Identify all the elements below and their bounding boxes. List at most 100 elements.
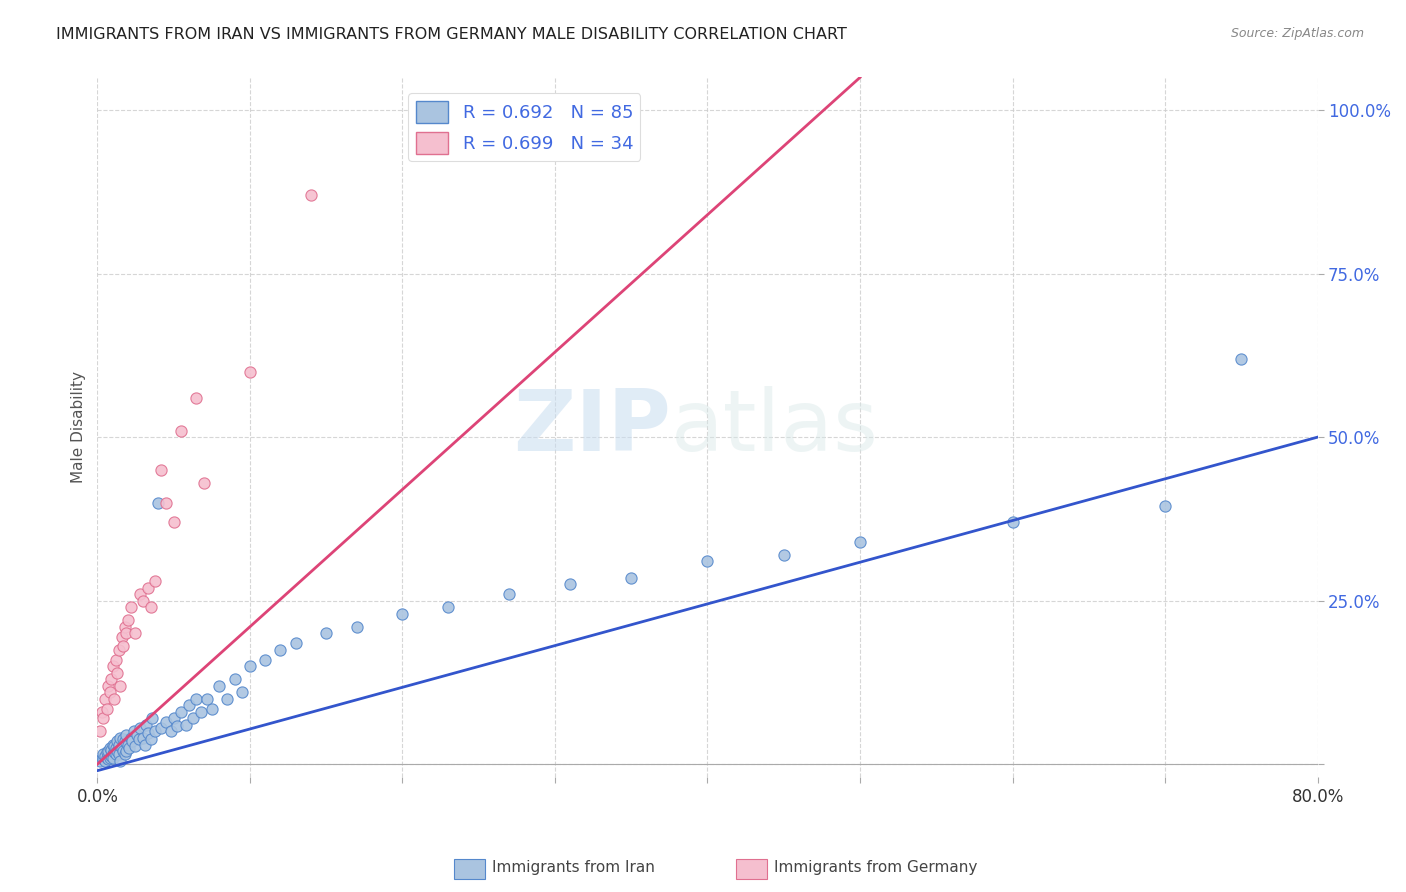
Point	[155, 714, 177, 729]
Point	[139, 732, 162, 747]
Point	[186, 691, 208, 706]
Point	[224, 672, 246, 686]
Point	[107, 738, 129, 752]
Y-axis label: Male Disability: Male Disability	[72, 371, 86, 483]
Point	[128, 732, 150, 747]
Text: atlas: atlas	[671, 386, 879, 469]
Point	[100, 743, 122, 757]
Point	[89, 724, 111, 739]
Text: Immigrants from Iran: Immigrants from Iran	[492, 860, 655, 874]
Point	[94, 749, 117, 764]
Point	[159, 724, 181, 739]
Point	[120, 600, 142, 615]
Point	[122, 724, 145, 739]
Point	[118, 740, 141, 755]
Point	[117, 738, 139, 752]
Point	[215, 691, 238, 706]
Point	[112, 744, 135, 758]
Point	[90, 750, 112, 764]
Point	[107, 642, 129, 657]
Point	[98, 740, 121, 755]
Point	[96, 745, 118, 759]
Point	[299, 188, 322, 202]
Point	[136, 581, 159, 595]
Point	[93, 747, 115, 762]
Point	[89, 754, 111, 768]
Point	[90, 705, 112, 719]
Point	[104, 652, 127, 666]
Point	[150, 721, 173, 735]
Point	[98, 750, 121, 764]
Point	[129, 721, 152, 735]
Point	[696, 554, 718, 568]
Point	[208, 679, 231, 693]
Point	[98, 685, 121, 699]
Text: Source: ZipAtlas.com: Source: ZipAtlas.com	[1230, 27, 1364, 40]
Text: ZIP: ZIP	[513, 386, 671, 469]
Point	[107, 747, 129, 762]
Point	[125, 728, 148, 742]
Point	[174, 718, 197, 732]
Point	[139, 600, 162, 615]
Point	[114, 734, 136, 748]
Point	[231, 685, 253, 699]
Point	[97, 679, 120, 693]
Point	[134, 738, 156, 752]
Point	[104, 740, 127, 755]
Point	[193, 475, 215, 490]
Point	[620, 571, 643, 585]
Point	[849, 534, 872, 549]
Point	[101, 738, 124, 752]
Point	[162, 711, 184, 725]
Point	[143, 574, 166, 588]
Point	[1230, 351, 1253, 366]
Point	[101, 750, 124, 764]
Point	[105, 744, 128, 758]
Point	[141, 711, 163, 725]
Point	[96, 750, 118, 764]
Point	[284, 636, 307, 650]
Point	[560, 577, 582, 591]
Point	[103, 745, 125, 759]
Point	[105, 734, 128, 748]
Point	[201, 701, 224, 715]
Point	[110, 754, 132, 768]
Point	[498, 587, 520, 601]
Point	[170, 705, 193, 719]
Point	[391, 607, 413, 621]
Point	[239, 659, 262, 673]
Point	[114, 747, 136, 762]
Text: Immigrants from Germany: Immigrants from Germany	[773, 860, 977, 874]
Point	[315, 626, 337, 640]
Point	[772, 548, 794, 562]
Point	[148, 495, 170, 509]
Point	[114, 620, 136, 634]
Point	[124, 739, 146, 753]
Point	[177, 698, 200, 713]
Point	[183, 711, 205, 725]
Point	[190, 705, 212, 719]
Point	[111, 630, 134, 644]
Point	[94, 754, 117, 768]
Point	[110, 679, 132, 693]
Point	[124, 626, 146, 640]
Point	[129, 587, 152, 601]
Point	[101, 747, 124, 762]
Point	[135, 718, 157, 732]
Point	[115, 744, 138, 758]
Point	[120, 731, 142, 745]
Point	[112, 732, 135, 747]
Point	[97, 744, 120, 758]
Point	[103, 691, 125, 706]
Point	[170, 424, 193, 438]
Point	[166, 719, 188, 733]
Point	[97, 752, 120, 766]
Point	[96, 701, 118, 715]
Point	[115, 626, 138, 640]
Point	[269, 642, 291, 657]
Point	[93, 711, 115, 725]
Point	[254, 652, 277, 666]
Point	[143, 724, 166, 739]
Point	[186, 391, 208, 405]
Point	[346, 620, 368, 634]
